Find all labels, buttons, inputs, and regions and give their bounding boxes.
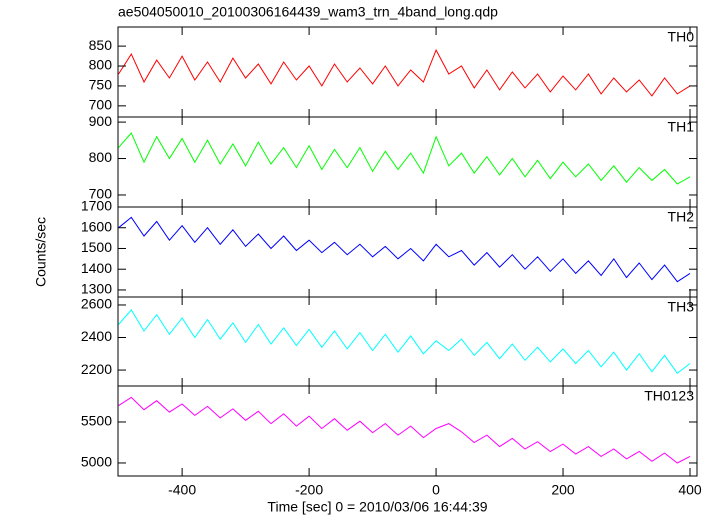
y-axis-label: Counts/sec	[33, 217, 49, 287]
series-line	[118, 309, 691, 375]
y-tick-label: 800	[89, 149, 113, 165]
panel-frame	[117, 26, 698, 118]
panel-label: TH1	[668, 119, 695, 135]
x-axis-label: Time [sec] 0 = 2010/03/06 16:44:39	[267, 499, 487, 515]
panel-frame	[117, 206, 698, 298]
panel-label: TH0	[668, 29, 695, 45]
panel-label: TH0123	[644, 388, 694, 404]
y-tick-label: 2600	[81, 296, 112, 312]
x-tick-label: 200	[551, 482, 575, 498]
panel-frame	[117, 116, 698, 208]
y-tick-label: 1600	[81, 218, 112, 234]
y-tick-label: 1300	[81, 281, 112, 297]
y-tick-label: 1400	[81, 260, 112, 276]
x-tick-label: -200	[295, 482, 323, 498]
y-tick-label: 800	[89, 57, 113, 73]
y-tick-label: 2400	[81, 328, 112, 344]
series-line	[118, 48, 691, 97]
y-tick-label: 5500	[81, 413, 112, 429]
series-line	[118, 132, 691, 185]
y-tick-label: 700	[89, 186, 113, 202]
panel-frame	[117, 296, 698, 387]
chart-title: ae504050010_20100306164439_wam3_trn_4ban…	[118, 4, 498, 20]
y-tick-label: 5000	[81, 454, 112, 470]
y-tick-label: 2200	[81, 361, 112, 377]
x-tick-label: -400	[168, 482, 196, 498]
panel-frame	[117, 385, 698, 477]
y-tick-label: 900	[89, 113, 113, 129]
y-tick-label: 750	[89, 77, 113, 93]
y-tick-label: 1500	[81, 239, 112, 255]
y-tick-label: 850	[89, 37, 113, 53]
panel-label: TH3	[668, 299, 695, 315]
series-line	[118, 216, 691, 283]
panel-label: TH2	[668, 209, 695, 225]
y-tick-label: 1700	[81, 198, 112, 214]
x-tick-label: 0	[432, 482, 440, 498]
series-line	[118, 396, 691, 464]
x-tick-label: 400	[678, 482, 702, 498]
y-tick-label: 700	[89, 97, 113, 113]
